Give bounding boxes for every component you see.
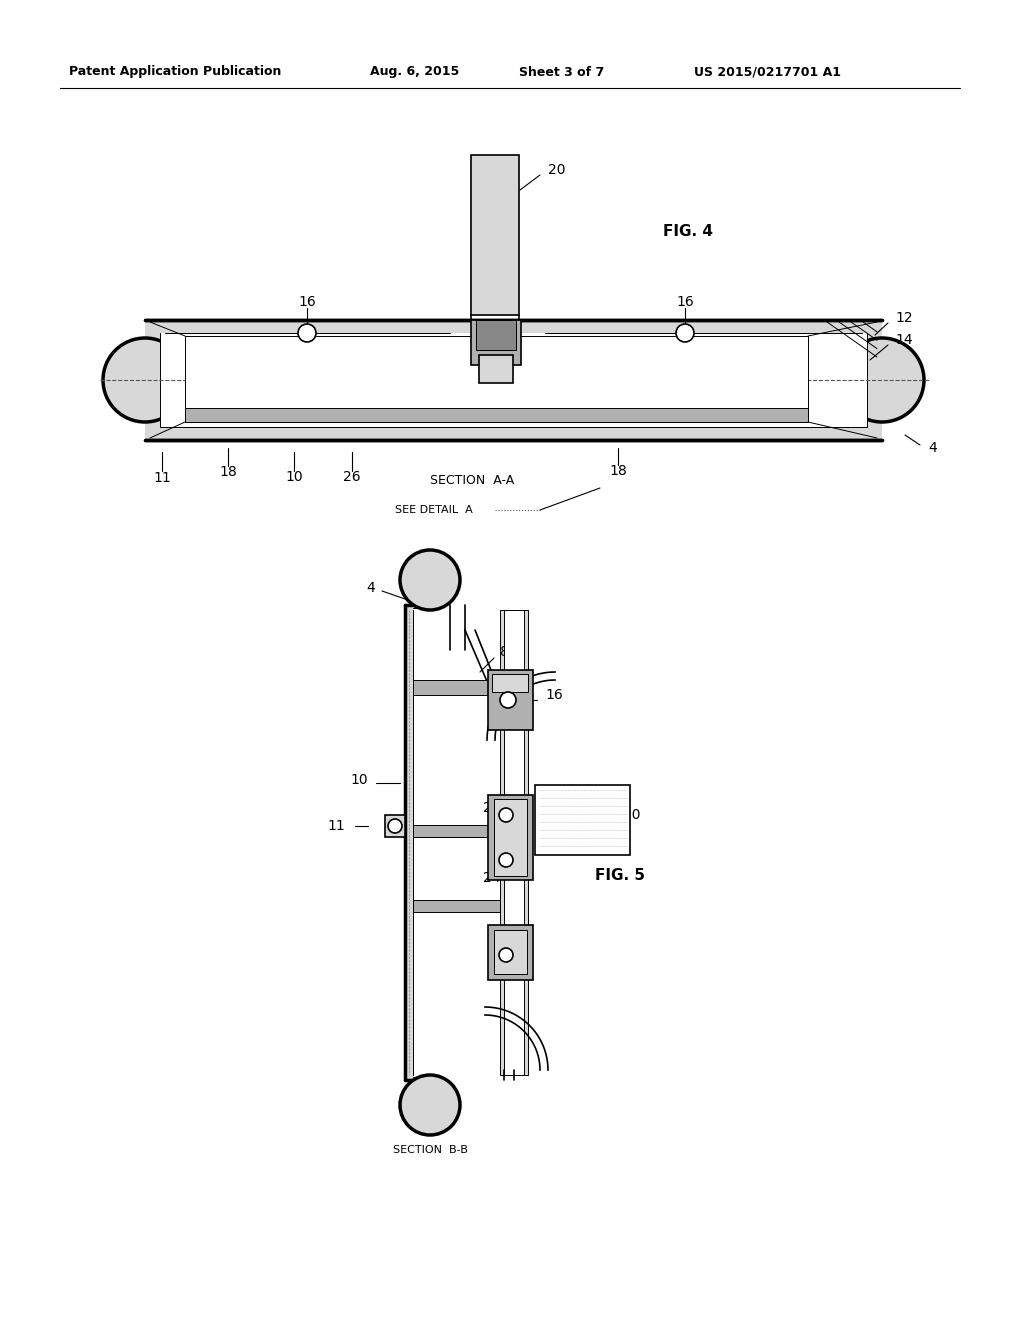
Bar <box>488 925 534 979</box>
Circle shape <box>400 550 460 610</box>
Bar <box>535 785 630 855</box>
Text: 4: 4 <box>928 441 937 455</box>
Circle shape <box>499 948 513 962</box>
Text: Patent Application Publication: Patent Application Publication <box>69 66 282 78</box>
Circle shape <box>298 323 316 342</box>
Text: SECTION  B-B: SECTION B-B <box>392 1144 467 1155</box>
Circle shape <box>388 818 402 833</box>
Text: 20: 20 <box>623 808 640 822</box>
Text: 22: 22 <box>486 368 504 381</box>
Text: Sheet 3 of 7: Sheet 3 of 7 <box>519 66 604 78</box>
Circle shape <box>400 1074 460 1135</box>
Circle shape <box>676 323 694 342</box>
Text: 11: 11 <box>154 471 171 484</box>
Bar <box>492 675 528 692</box>
Bar <box>471 319 521 366</box>
Text: FIG. 5: FIG. 5 <box>595 867 645 883</box>
Text: 20: 20 <box>548 162 565 177</box>
Bar <box>185 337 808 422</box>
Bar <box>185 408 808 422</box>
Text: SECTION  A-A: SECTION A-A <box>430 474 514 487</box>
Bar <box>160 333 867 426</box>
Circle shape <box>840 338 924 422</box>
Text: 11: 11 <box>328 818 345 833</box>
Bar <box>413 900 500 912</box>
Bar <box>413 825 500 837</box>
Bar <box>413 680 500 696</box>
Text: 14: 14 <box>895 333 912 347</box>
Bar <box>145 319 882 440</box>
Text: 4: 4 <box>367 581 375 595</box>
Circle shape <box>500 692 516 708</box>
Text: 16: 16 <box>298 294 315 309</box>
Bar <box>488 671 534 730</box>
Text: 24: 24 <box>482 871 500 884</box>
Text: 22: 22 <box>482 801 500 814</box>
Text: 12: 12 <box>895 312 912 325</box>
Text: 18: 18 <box>219 465 237 479</box>
Text: Aug. 6, 2015: Aug. 6, 2015 <box>371 66 460 78</box>
Bar <box>504 610 524 1074</box>
Circle shape <box>103 338 187 422</box>
Bar <box>488 795 534 880</box>
Circle shape <box>499 808 513 822</box>
Text: 16: 16 <box>545 688 563 702</box>
Text: 10: 10 <box>350 774 368 787</box>
Bar <box>476 319 516 350</box>
Text: 10: 10 <box>286 470 303 484</box>
Text: 8: 8 <box>500 645 509 659</box>
Text: SEE DETAIL  A: SEE DETAIL A <box>395 506 473 515</box>
Bar <box>479 355 513 383</box>
Text: 16: 16 <box>676 294 694 309</box>
Text: 26: 26 <box>343 470 360 484</box>
Circle shape <box>499 853 513 867</box>
Bar <box>406 605 413 1080</box>
Bar <box>385 814 406 837</box>
Text: FIG. 4: FIG. 4 <box>663 224 713 239</box>
Bar <box>471 154 519 315</box>
Bar <box>494 931 527 974</box>
Text: US 2015/0217701 A1: US 2015/0217701 A1 <box>694 66 842 78</box>
Bar <box>494 799 527 876</box>
Bar <box>500 610 528 1074</box>
Text: 18: 18 <box>609 465 627 478</box>
